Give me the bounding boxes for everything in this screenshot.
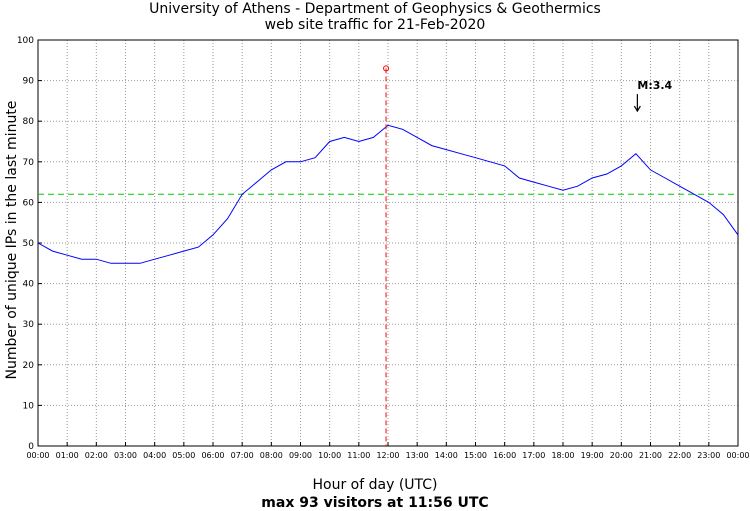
x-tick-label: 00:00 [26, 451, 49, 460]
x-tick-label: 21:00 [639, 451, 662, 460]
x-tick-label: 23:00 [697, 451, 720, 460]
max-point-marker [383, 65, 390, 72]
grid-lines [38, 40, 738, 446]
x-tick-label: 00:00 [726, 451, 749, 460]
annotation-arrow-icon [633, 94, 641, 113]
chart-subtitle: web site traffic for 21-Feb-2020 [264, 17, 486, 33]
x-tick-label: 18:00 [551, 451, 574, 460]
x-tick-label: 17:00 [522, 451, 545, 460]
x-axis-ticks: 00:00 01:00 02:00 03:00 04:00 05:00 06:00 07:00… [26, 442, 750, 460]
y-tick-label: 100 [17, 36, 34, 46]
max-visitors-footer: max 93 visitors at 11:56 UTC [261, 495, 489, 511]
annotation-arrow-head [633, 105, 641, 113]
x-tick-label: 01:00 [56, 451, 79, 460]
x-tick-label: 22:00 [668, 451, 691, 460]
y-tick-label: 20 [23, 361, 35, 371]
x-tick-label: 06:00 [201, 451, 224, 460]
x-tick-label: 08:00 [260, 451, 283, 460]
chart-title: University of Athens - Department of Geo… [149, 1, 601, 17]
x-tick-label: 10:00 [318, 451, 341, 460]
y-tick-label: 40 [23, 280, 35, 290]
y-tick-label: 30 [23, 320, 35, 330]
x-tick-label: 04:00 [143, 451, 166, 460]
y-axis-label: Number of unique IPs in the last minute [4, 100, 20, 380]
y-tick-label: 0 [28, 442, 34, 452]
x-tick-label: 14:00 [435, 451, 458, 460]
y-tick-label: 10 [23, 401, 35, 411]
x-tick-label: 11:00 [347, 451, 370, 460]
x-tick-label: 15:00 [464, 451, 487, 460]
x-axis-label: Hour of day (UTC) [312, 477, 438, 493]
y-axis-ticks: 0 10 20 30 40 50 60 70 80 90 100 [17, 36, 42, 452]
x-tick-label: 13:00 [406, 451, 429, 460]
y-tick-label: 60 [23, 198, 35, 208]
series-line [37, 124, 739, 264]
x-tick-label: 03:00 [114, 451, 137, 460]
y-tick-label: 90 [23, 77, 35, 87]
y-tick-label: 80 [23, 117, 35, 127]
x-tick-label: 12:00 [376, 451, 399, 460]
x-tick-label: 09:00 [289, 451, 312, 460]
x-tick-label: 05:00 [172, 451, 195, 460]
y-tick-label: 70 [23, 158, 35, 168]
x-tick-label: 16:00 [493, 451, 516, 460]
x-tick-label: 20:00 [610, 451, 633, 460]
x-tick-label: 19:00 [581, 451, 604, 460]
x-tick-label: 02:00 [85, 451, 108, 460]
annotation-label: M:3.4 [637, 79, 672, 92]
y-tick-label: 50 [23, 239, 35, 249]
x-tick-label: 07:00 [231, 451, 254, 460]
